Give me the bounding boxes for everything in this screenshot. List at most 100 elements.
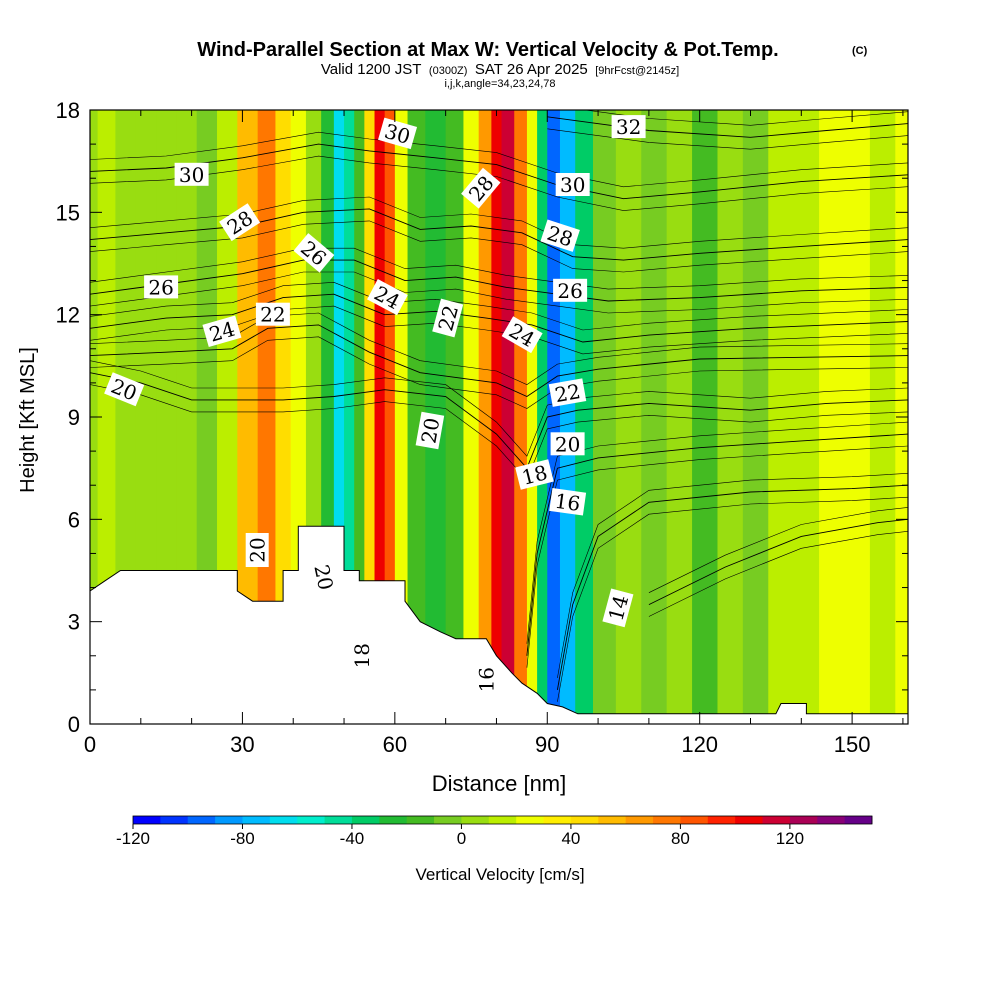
vv-band bbox=[491, 110, 503, 724]
contour-label-bg bbox=[415, 411, 445, 450]
contour-label-bg bbox=[548, 378, 587, 407]
contour-label-bg bbox=[174, 162, 209, 186]
forecast-tag: [9hrFcst@2145z] bbox=[595, 65, 679, 77]
vv-band bbox=[819, 110, 846, 724]
valid-date: SAT 26 Apr 2025 bbox=[475, 61, 588, 78]
y-tick-label: 15 bbox=[56, 200, 80, 225]
contour-label-text: 18 bbox=[519, 460, 550, 489]
colorbar-swatch bbox=[844, 816, 873, 824]
terrain-mask bbox=[90, 525, 908, 724]
contour-label: 20 bbox=[309, 558, 339, 597]
colorbar: -120 -80 -40 0 40 80 120 bbox=[116, 815, 873, 848]
section-params: i,j,k,angle=34,23,24,78 bbox=[444, 78, 555, 90]
contour-label-bg bbox=[104, 372, 145, 407]
contour-label: 30 bbox=[378, 117, 418, 150]
contour-label: 22 bbox=[432, 298, 464, 338]
contour-label-bg bbox=[553, 278, 588, 302]
contour-label: 16 bbox=[474, 662, 498, 697]
contour-label-bg bbox=[540, 219, 580, 252]
contour-label: 32 bbox=[611, 115, 646, 139]
contour-label-bg bbox=[550, 432, 585, 456]
contour-label: 30 bbox=[555, 173, 590, 197]
y-axis-label: Height [Kft MSL] bbox=[17, 347, 39, 493]
vv-band bbox=[463, 110, 480, 724]
valid-time-line: Valid 1200 JST (0300Z) SAT 26 Apr 2025 [… bbox=[321, 61, 679, 78]
title-mark: (C) bbox=[852, 45, 868, 57]
colorbar-swatch bbox=[242, 816, 271, 824]
vv-band bbox=[692, 110, 719, 724]
vv-band bbox=[445, 110, 465, 724]
vv-band bbox=[257, 110, 277, 724]
contour-label-bg bbox=[474, 662, 498, 697]
theta-contour-30 bbox=[90, 131, 908, 188]
x-tick-label: 150 bbox=[834, 732, 871, 757]
x-tick-label: 0 bbox=[84, 732, 96, 757]
theta-contour-26 bbox=[90, 259, 908, 302]
colorbar-tick-label: 120 bbox=[776, 829, 804, 848]
contour-label: 26 bbox=[553, 278, 588, 303]
colorbar-swatch bbox=[707, 816, 736, 824]
colorbar-swatch bbox=[680, 816, 709, 824]
vv-band bbox=[501, 110, 515, 724]
vv-band bbox=[384, 110, 396, 724]
contour-label-bg bbox=[461, 167, 501, 209]
vv-band bbox=[641, 110, 668, 724]
y-tick-label: 3 bbox=[68, 610, 80, 635]
contour-label: 18 bbox=[349, 638, 374, 673]
colorbar-swatch bbox=[488, 816, 517, 824]
theta-contour-20 bbox=[90, 384, 908, 481]
contour-label-bg bbox=[349, 638, 373, 673]
y-tick-label: 6 bbox=[68, 507, 80, 532]
contour-label-bg bbox=[255, 302, 290, 326]
contour-label: 30 bbox=[174, 162, 209, 187]
vv-band bbox=[768, 110, 795, 724]
colorbar-swatch bbox=[598, 816, 627, 824]
contour-label: 24 bbox=[202, 315, 242, 347]
contour-label-text: 20 bbox=[416, 416, 444, 445]
theta-contour-18 bbox=[526, 445, 908, 668]
x-tick-label: 120 bbox=[681, 732, 718, 757]
colorbar-swatch bbox=[324, 816, 353, 824]
contour-label: 22 bbox=[255, 302, 290, 327]
contour-label-bg bbox=[378, 117, 418, 150]
contour-label: 20 bbox=[245, 533, 270, 567]
theta-contour-22 bbox=[90, 324, 908, 398]
theta-contour-30 bbox=[90, 143, 908, 200]
vv-band bbox=[844, 110, 871, 724]
colorbar-tick-label: 0 bbox=[457, 829, 466, 848]
theta-contours bbox=[90, 110, 908, 702]
vv-band bbox=[97, 110, 117, 724]
contour-label-bg bbox=[293, 233, 335, 273]
chart-title: Wind-Parallel Section at Max W: Vertical… bbox=[197, 39, 778, 61]
theta-contour-30 bbox=[90, 155, 908, 211]
theta-contour-20 bbox=[90, 372, 908, 470]
colorbar-swatch bbox=[735, 816, 763, 824]
vv-band bbox=[394, 110, 409, 724]
contour-label: 20 bbox=[415, 411, 445, 450]
vv-band bbox=[526, 110, 538, 724]
theta-contour-26 bbox=[90, 247, 908, 290]
x-tick-label: 90 bbox=[535, 732, 559, 757]
contour-label-text: 32 bbox=[616, 115, 641, 139]
colorbar-swatch bbox=[187, 816, 216, 824]
contour-label-text: 20 bbox=[246, 537, 270, 562]
contour-label-bg bbox=[555, 173, 590, 196]
vv-band bbox=[742, 110, 769, 724]
theta-contour-32 bbox=[583, 110, 908, 126]
colorbar-swatch bbox=[297, 816, 325, 824]
contour-label: 22 bbox=[548, 378, 587, 407]
colorbar-tick-label: 80 bbox=[671, 829, 690, 848]
vv-band bbox=[364, 110, 376, 724]
colorbar-tick-label: 40 bbox=[561, 829, 580, 848]
contour-label: 14 bbox=[602, 588, 634, 628]
contour-label-bg bbox=[549, 488, 587, 516]
colorbar-swatch bbox=[570, 816, 599, 824]
colorbar-swatch bbox=[160, 816, 189, 824]
theta-contour-14 bbox=[648, 507, 908, 593]
colorbar-swatch bbox=[543, 816, 572, 824]
theta-contour-14 bbox=[648, 518, 908, 606]
y-tick-label: 12 bbox=[56, 303, 80, 328]
contour-label-text: 16 bbox=[553, 489, 582, 516]
vv-band bbox=[333, 110, 345, 724]
theta-contour-28 bbox=[90, 220, 908, 273]
